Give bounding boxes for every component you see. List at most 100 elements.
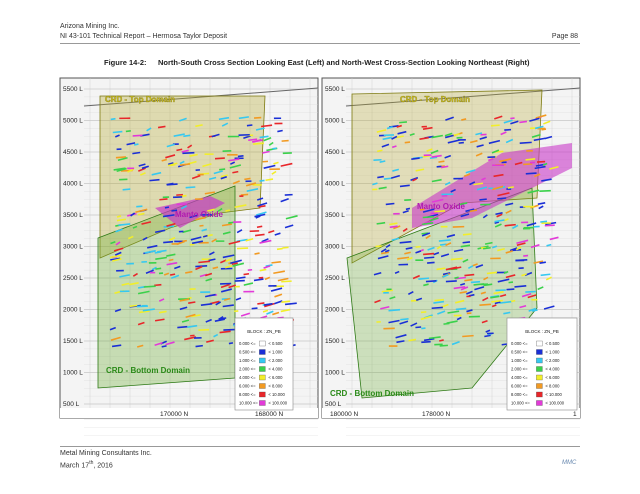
block-dash [527,294,537,299]
block-dash [422,215,434,219]
block-dash [184,336,197,341]
block-dash [179,160,185,165]
block-dash [404,251,411,255]
bottom-domain-label: CRD - Bottom Domain [106,366,190,375]
top-domain-label: CRD - Top Domain [400,95,470,104]
block-dash [240,193,249,196]
block-dash [493,290,504,295]
block-dash [116,218,126,222]
block-dash [405,246,413,250]
legend-from: 2.000 <= [511,367,528,372]
block-dash [381,251,389,255]
block-dash [220,288,232,293]
block-dash [211,133,220,138]
block-dash [450,188,456,193]
legend-swatch [259,340,266,347]
block-dash [256,225,263,229]
legend-to: < 6.000 [545,375,560,380]
block-dash [379,160,386,163]
block-dash [202,234,208,238]
block-dash [494,301,501,305]
block-dash [179,163,191,166]
block-dash [408,338,417,342]
block-dash [256,211,267,216]
block-dash [277,277,289,282]
block-dash [252,138,262,143]
block-dash [443,322,450,325]
block-dash [444,181,451,186]
block-dash [199,224,204,227]
block-dash [126,142,136,146]
elevation-label: 4500 L [325,149,345,156]
block-dash [156,249,167,253]
block-dash [453,286,466,290]
block-dash [165,341,175,346]
block-dash [383,177,392,180]
block-dash [407,290,414,296]
block-dash [138,310,150,314]
block-dash [475,264,484,269]
block-dash [220,283,230,289]
block-dash [516,242,526,247]
block-dash [447,139,460,144]
block-dash [504,223,516,227]
legend-swatch [536,357,543,364]
block-dash [519,305,527,309]
block-dash [189,153,198,157]
block-dash [112,258,122,262]
block-dash [540,220,548,223]
block-dash [113,247,124,252]
block-dash [151,266,157,271]
legend-to: < 1.000 [268,350,283,355]
block-dash [168,236,176,242]
block-dash [466,309,473,313]
block-dash [244,177,251,181]
block-dash [459,290,468,294]
block-dash [545,276,552,281]
block-dash [488,139,501,145]
block-dash [151,171,162,176]
block-dash [531,309,538,312]
block-dash [185,186,196,189]
block-dash [218,316,224,320]
block-dash [285,215,298,220]
block-dash [170,274,180,280]
block-dash [549,165,559,170]
legend-to: < 0.500 [545,341,560,346]
legend-from: 10.000 <= [511,401,530,406]
footer-rule [60,446,580,447]
block-dash [396,340,405,344]
block-dash [389,225,398,229]
block-dash [142,236,148,241]
block-dash [262,309,269,313]
block-dash [284,302,297,306]
elevation-label: 5000 L [63,118,83,125]
block-dash [465,169,476,174]
elevation-label: 1500 L [63,338,83,345]
block-dash [189,243,195,246]
block-dash [155,229,166,234]
block-dash [431,178,442,183]
block-dash [549,236,559,241]
block-dash [208,258,216,262]
block-dash [531,133,541,138]
block-dash [228,158,240,162]
block-dash [162,214,175,218]
block-dash [386,126,393,130]
legend-from: 0.500 <= [511,350,528,355]
block-dash [503,311,511,315]
block-dash [397,130,407,135]
block-dash [505,209,512,214]
block-dash [429,217,439,222]
block-dash [273,161,279,165]
block-dash [234,279,245,282]
block-dash [115,156,127,159]
block-dash [136,344,144,348]
easting-label: 180000 N [330,411,358,418]
block-dash [139,172,146,176]
block-dash [491,149,500,154]
block-dash [190,236,202,241]
block-dash [276,247,283,251]
